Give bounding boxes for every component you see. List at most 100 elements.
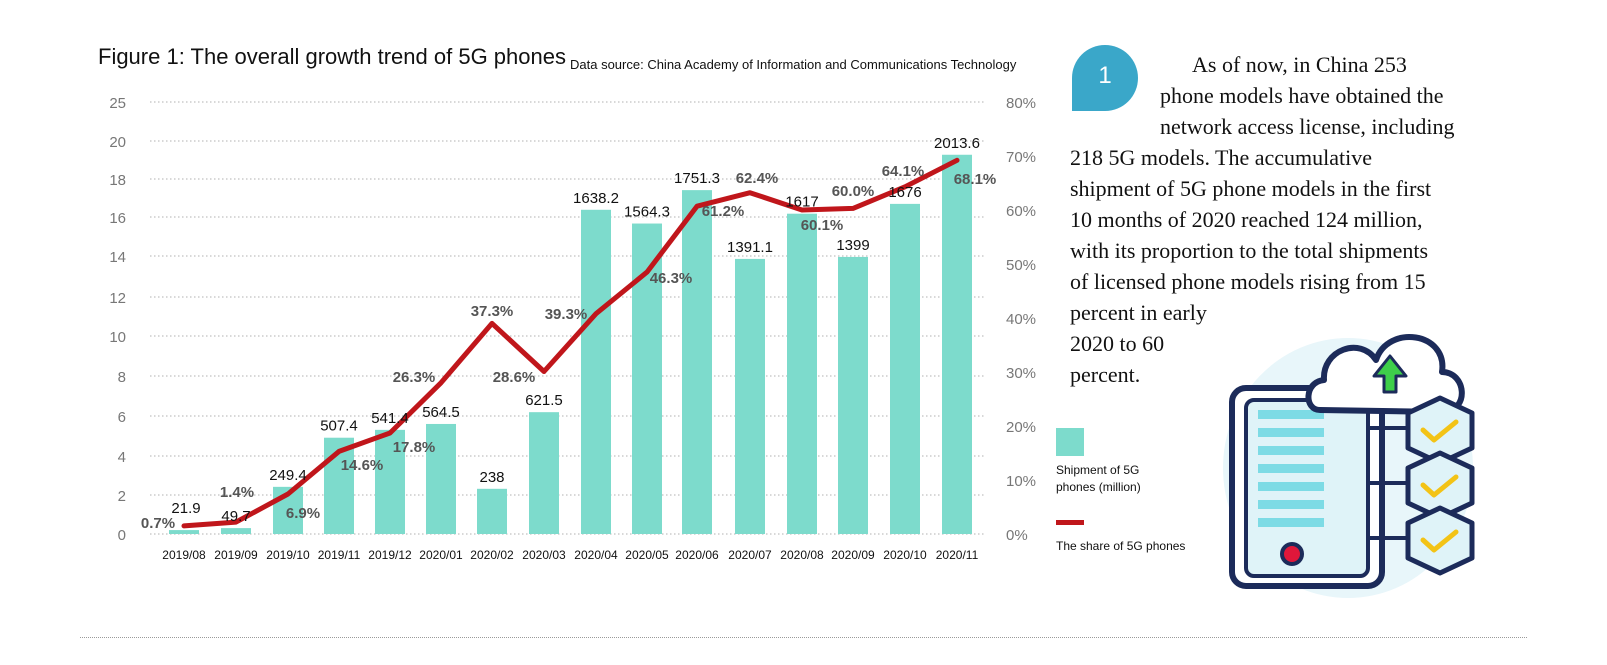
bar <box>942 154 972 534</box>
x-tick-label: 2020/02 <box>470 548 514 562</box>
y-tick-label: 18 <box>109 172 126 189</box>
line-data-label: 28.6% <box>493 369 536 386</box>
bar-data-labels: 21.9 49.7 249.4 507.4 541.4 564.5 238 621.5 1638… <box>171 135 980 525</box>
bar-data-label: 1676 <box>888 184 921 201</box>
legend-label-bar-line2: phones (million) <box>1056 480 1141 494</box>
y-tick-label: 12 <box>109 290 126 307</box>
bar <box>477 488 507 534</box>
bar <box>787 213 817 534</box>
y-tick-label: 6 <box>118 409 126 426</box>
y2-tick-label: 80% <box>1006 95 1036 112</box>
callout-line: 10 months of 2020 reached 124 million, <box>1070 207 1423 232</box>
bar-data-label: 621.5 <box>525 392 563 409</box>
cloud-server-upload-icon <box>1223 334 1475 598</box>
y2-tick-label: 70% <box>1006 149 1036 166</box>
line-data-labels: 0.7% 1.4% 6.9% 14.6% 17.8% 26.3% 37.3% 28.6% 39.… <box>141 163 996 532</box>
line-data-label: 61.2% <box>702 203 745 220</box>
y-tick-label: 2 <box>118 488 126 505</box>
callout-line: 2020 to 60 <box>1070 331 1165 356</box>
callout-line: percent. <box>1070 362 1141 387</box>
callout-line: percent in early <box>1070 300 1207 325</box>
x-tick-label: 2020/01 <box>419 548 463 562</box>
y2-tick-label: 50% <box>1006 257 1036 274</box>
x-tick-label: 2020/03 <box>522 548 566 562</box>
y2-tick-label: 10% <box>1006 473 1036 490</box>
chart-title: Figure 1: The overall growth trend of 5G… <box>98 44 566 69</box>
x-tick-label: 2020/09 <box>831 548 875 562</box>
x-tick-label: 2020/07 <box>728 548 772 562</box>
bar <box>375 429 405 534</box>
bar <box>838 256 868 534</box>
bar <box>169 530 199 534</box>
bar <box>529 412 559 534</box>
line-data-label: 64.1% <box>882 163 925 180</box>
bar-data-label: 21.9 <box>171 500 200 517</box>
line-data-label: 14.6% <box>341 457 384 474</box>
y-tick-label: 25 <box>109 95 126 112</box>
share-line <box>181 157 960 529</box>
bar-series <box>169 154 972 534</box>
x-tick-label: 2019/08 <box>162 548 206 562</box>
y2-tick-label: 20% <box>1006 419 1036 436</box>
bar-data-label: 1617 <box>785 194 818 211</box>
bar-data-label: 564.5 <box>422 404 460 421</box>
x-tick-label: 2020/10 <box>883 548 927 562</box>
y-tick-label: 4 <box>118 449 126 466</box>
callout-line: phone models have obtained the <box>1160 83 1444 108</box>
x-tick-label: 2020/08 <box>780 548 824 562</box>
bar-data-label: 1638.2 <box>573 190 619 207</box>
x-tick-label: 2020/06 <box>675 548 719 562</box>
x-tick-label: 2019/10 <box>266 548 310 562</box>
y-tick-label: 16 <box>109 210 126 227</box>
x-tick-label: 2020/04 <box>574 548 618 562</box>
x-axis-ticks: 2019/08 2019/09 2019/10 2019/11 2019/12 2020/… <box>162 548 978 562</box>
line-data-label: 46.3% <box>650 270 693 287</box>
y2-tick-label: 60% <box>1006 203 1036 220</box>
line-data-label: 0.7% <box>141 515 175 532</box>
legend-swatch-line <box>1056 520 1084 525</box>
x-tick-label: 2020/11 <box>936 548 979 562</box>
bar-data-label: 1391.1 <box>727 239 773 256</box>
y-tick-label: 10 <box>109 329 126 346</box>
bar-data-label: 1751.3 <box>674 170 720 187</box>
x-tick-label: 2020/05 <box>625 548 669 562</box>
footer-rule <box>80 637 1527 638</box>
bar-data-label: 1399 <box>836 237 869 254</box>
line-data-label: 62.4% <box>736 170 779 187</box>
bar-data-label: 507.4 <box>320 418 358 435</box>
line-data-label: 6.9% <box>286 505 320 522</box>
grid-lines <box>150 101 985 535</box>
x-tick-label: 2019/11 <box>318 548 361 562</box>
line-data-label: 26.3% <box>393 369 436 386</box>
callout-line: 218 5G models. The accumulative <box>1070 145 1373 170</box>
bar-data-label: 238 <box>479 469 504 486</box>
y2-tick-label: 30% <box>1006 365 1036 382</box>
line-data-label: 68.1% <box>954 171 997 188</box>
x-tick-label: 2019/12 <box>368 548 412 562</box>
callout-line: with its proportion to the total shipmen… <box>1070 238 1429 263</box>
bar <box>581 209 611 534</box>
bar <box>735 258 765 534</box>
callout-line: As of now, in China 253 <box>1192 52 1407 77</box>
y2-tick-label: 0% <box>1006 527 1028 544</box>
callout-number-badge: 1 <box>1072 45 1138 111</box>
callout-line: shipment of 5G phone models in the first <box>1070 176 1432 201</box>
line-data-label: 60.1% <box>801 217 844 234</box>
bar <box>682 190 712 534</box>
legend-label-bar-line1: Shipment of 5G <box>1056 463 1140 477</box>
line-data-label: 39.3% <box>545 306 588 323</box>
legend-swatch-bar <box>1056 428 1084 456</box>
bar-data-label: 2013.6 <box>934 135 980 152</box>
bar-data-label: 249.4 <box>269 467 307 484</box>
legend-label-line: The share of 5G phones <box>1056 539 1186 553</box>
bar-data-label: 1564.3 <box>624 204 670 221</box>
line-data-label: 17.8% <box>393 439 436 456</box>
y2-axis-ticks: 80% 70% 60% 50% 40% 30% 20% 10% 0% <box>1006 95 1036 544</box>
bar <box>221 528 251 534</box>
y-tick-label: 20 <box>109 134 126 151</box>
y2-tick-label: 40% <box>1006 311 1036 328</box>
bar <box>426 423 456 534</box>
y-tick-label: 0 <box>118 527 126 544</box>
